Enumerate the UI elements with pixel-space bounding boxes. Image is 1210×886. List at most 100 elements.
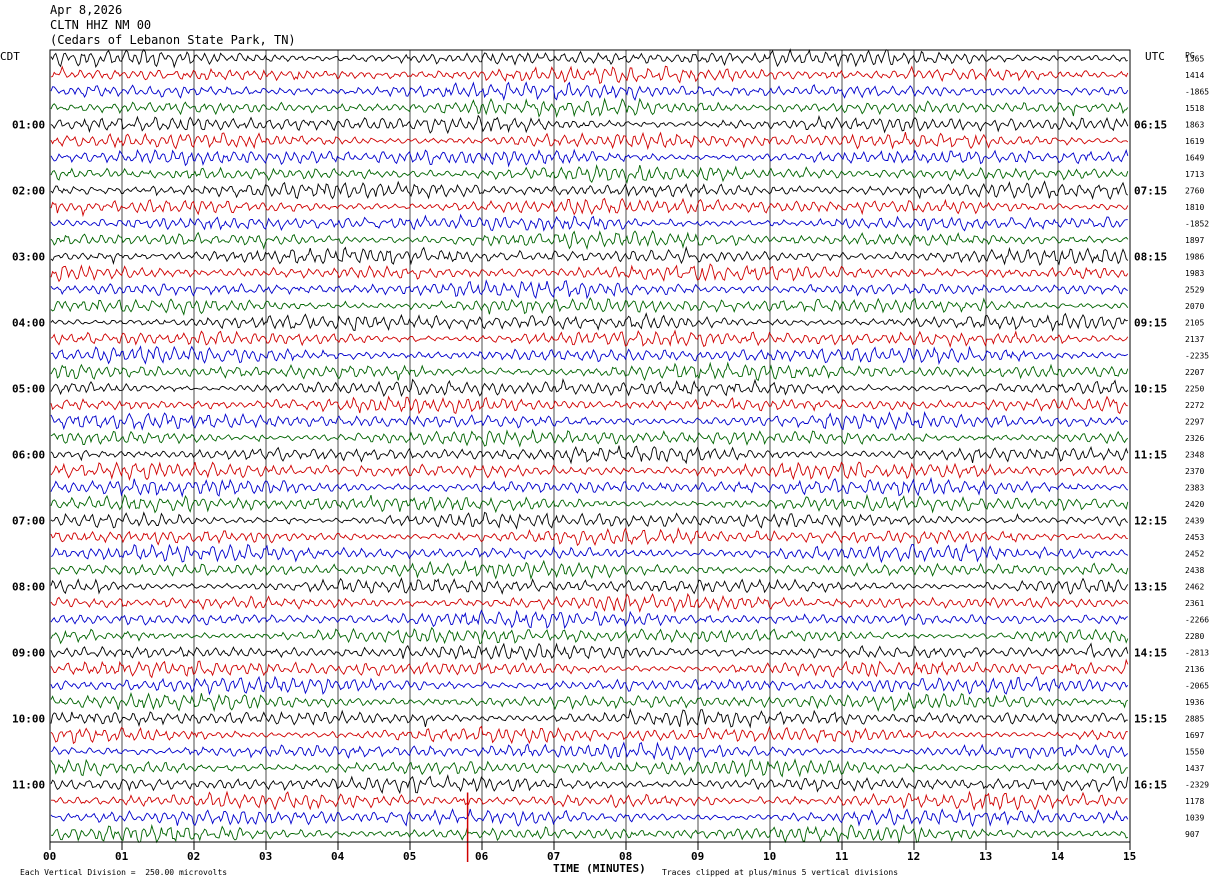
right-hour-label: 08:15 [1134, 250, 1167, 263]
right-hour-label: 06:15 [1134, 118, 1167, 131]
clip-note: Traces clipped at plus/minus 5 vertical … [662, 868, 899, 877]
row-value-label: 1697 [1185, 731, 1204, 740]
x-tick-label: 12 [907, 850, 920, 863]
trace-row [50, 476, 1129, 498]
trace-row [50, 148, 1129, 168]
row-value-label: 2280 [1185, 632, 1204, 641]
trace-row [50, 395, 1128, 415]
x-tick-label: 14 [1051, 850, 1065, 863]
right-hour-label: 13:15 [1134, 580, 1167, 593]
trace-row [50, 592, 1129, 614]
left-hour-label: 03:00 [12, 250, 45, 263]
right-hour-label: 09:15 [1134, 316, 1167, 329]
right-hour-label: 10:15 [1134, 382, 1167, 395]
row-value-label: 1810 [1185, 203, 1204, 212]
left-hour-label: 05:00 [12, 382, 45, 395]
date-label: Apr 8,2026 [50, 3, 123, 17]
row-value-label: 2136 [1185, 665, 1204, 674]
row-value-label: -2813 [1185, 648, 1209, 657]
row-value-label: 2370 [1185, 467, 1204, 476]
trace-row [50, 345, 1129, 365]
right-hour-label: 07:15 [1134, 184, 1167, 197]
trace-row [50, 329, 1129, 349]
trace-row [50, 461, 1128, 481]
row-value-label: 2105 [1185, 318, 1204, 327]
row-value-label: 2250 [1185, 384, 1204, 393]
right-hour-label: 14:15 [1134, 646, 1167, 659]
trace-row [50, 741, 1129, 762]
plot-frame [49, 49, 1131, 843]
trace-row [50, 213, 1128, 232]
trace-row [50, 691, 1129, 713]
left-hour-label: 07:00 [12, 514, 45, 527]
right-column-tag: PG [1185, 51, 1195, 60]
trace-row [50, 609, 1129, 630]
trace-row [50, 48, 1128, 69]
trace-row [50, 707, 1128, 729]
row-value-label: 1986 [1185, 252, 1204, 261]
trace-row [50, 675, 1129, 696]
row-value-label: 2348 [1185, 450, 1204, 459]
trace-row [50, 807, 1129, 828]
plot-header: Apr 8,2026 CLTN HHZ NM 00 (Cedars of Leb… [50, 3, 296, 48]
trace-row [50, 725, 1128, 745]
row-value-label: 1713 [1185, 170, 1204, 179]
row-value-label: 2760 [1185, 186, 1204, 195]
x-tick-label: 00 [43, 850, 56, 863]
trace-row [50, 773, 1129, 795]
left-hour-label: 10:00 [12, 712, 45, 725]
right-hour-label: 12:15 [1134, 514, 1167, 527]
trace-row [50, 428, 1129, 448]
trace-row [50, 823, 1128, 844]
row-value-label: -2235 [1185, 351, 1209, 360]
row-value-label: 1550 [1185, 747, 1204, 756]
trace-row [50, 297, 1129, 316]
trace-row [50, 97, 1129, 119]
row-value-label: 1178 [1185, 797, 1204, 806]
trace-row [50, 511, 1129, 530]
row-value-label: 1365 [1185, 54, 1204, 63]
x-tick-label: 10 [763, 850, 776, 863]
row-value-label: 1414 [1185, 71, 1204, 80]
left-timezone-label: CDT [0, 50, 20, 63]
row-value-label: 1983 [1185, 269, 1204, 278]
row-value-label: 1437 [1185, 764, 1204, 773]
x-tick-label: 08 [619, 850, 632, 863]
trace-row [50, 230, 1129, 251]
row-value-label: 2272 [1185, 401, 1204, 410]
left-hour-label: 08:00 [12, 580, 45, 593]
row-value-label: 1039 [1185, 813, 1204, 822]
right-hour-label: 15:15 [1134, 712, 1167, 725]
row-value-label: -1852 [1185, 219, 1209, 228]
x-tick-label: 13 [979, 850, 992, 863]
row-value-label: 1936 [1185, 698, 1204, 707]
trace-row [50, 131, 1129, 151]
row-value-label: 2439 [1185, 516, 1204, 525]
left-hour-label: 11:00 [12, 778, 45, 791]
left-hour-label: 06:00 [12, 448, 45, 461]
x-tick-label: 09 [691, 850, 704, 863]
x-tick-label: 04 [331, 850, 345, 863]
trace-row [50, 245, 1129, 266]
trace-row [50, 197, 1129, 218]
row-value-label: 2361 [1185, 599, 1204, 608]
row-value-label: 1863 [1185, 120, 1204, 129]
row-value-label: -2329 [1185, 780, 1209, 789]
trace-group [50, 48, 1129, 844]
row-value-label: 2438 [1185, 566, 1204, 575]
row-value-label: 907 [1185, 830, 1200, 839]
row-value-label: 2326 [1185, 434, 1204, 443]
trace-row [50, 526, 1128, 547]
trace-row [50, 626, 1129, 645]
trace-row [50, 758, 1128, 778]
right-hour-label: 11:15 [1134, 448, 1167, 461]
x-tick-label: 07 [547, 850, 560, 863]
row-value-label: -1865 [1185, 87, 1209, 96]
left-hour-label: 09:00 [12, 646, 45, 659]
left-hour-label: 04:00 [12, 316, 45, 329]
trace-row [50, 378, 1129, 398]
left-hour-label: 01:00 [12, 118, 45, 131]
left-hour-label: 02:00 [12, 184, 45, 197]
x-tick-label: 05 [403, 850, 416, 863]
row-value-label: 2070 [1185, 302, 1204, 311]
